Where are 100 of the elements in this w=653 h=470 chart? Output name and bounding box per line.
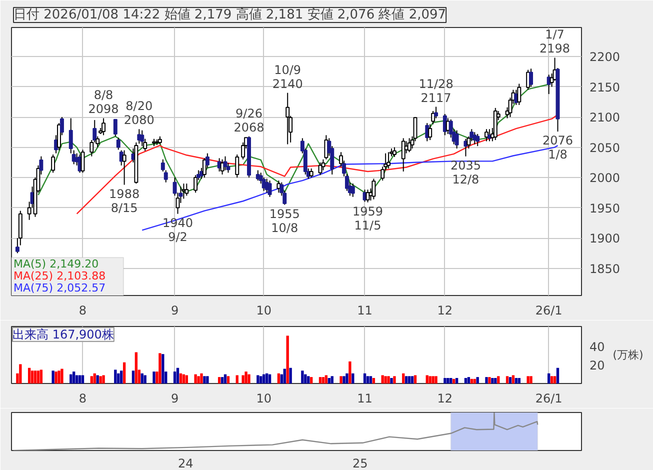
- bar: [176, 368, 180, 384]
- candlestick: [476, 133, 480, 147]
- y-tick-label: 2200: [590, 50, 620, 64]
- candlestick: [202, 158, 206, 178]
- bar: [120, 370, 123, 384]
- bar: [144, 375, 146, 384]
- bar: [324, 375, 328, 384]
- bar: [553, 376, 556, 384]
- bar: [242, 375, 244, 384]
- bar: [206, 376, 209, 384]
- x-tick-label: 10: [256, 392, 272, 406]
- bar: [96, 375, 99, 384]
- bar: [372, 378, 376, 384]
- x-tick-label: 26/1: [535, 304, 562, 318]
- x-tick-label: 9: [170, 392, 179, 406]
- bar: [132, 370, 135, 384]
- annotation: 9/26 2068: [234, 106, 264, 134]
- bar: [307, 376, 310, 384]
- bar: [197, 376, 200, 384]
- bar: [54, 372, 58, 384]
- bar: [366, 376, 370, 384]
- bar: [352, 373, 354, 384]
- bar: [363, 373, 366, 384]
- text: MA(75) 2,052.57: [14, 282, 106, 294]
- bar: [494, 378, 497, 384]
- bar: [58, 370, 60, 384]
- bar: [158, 353, 162, 384]
- bar: [402, 373, 405, 384]
- bar: [428, 376, 432, 384]
- bar: [322, 377, 325, 384]
- candlestick: [407, 138, 412, 153]
- y-tick-label: 2150: [590, 80, 620, 94]
- bar: [369, 376, 372, 384]
- y-tick-label: 2000: [590, 171, 620, 186]
- candlestick: [140, 130, 144, 147]
- bar: [304, 374, 307, 384]
- bar: [40, 370, 43, 384]
- candlestick: [116, 137, 120, 150]
- bar: [19, 364, 22, 384]
- bar: [162, 354, 164, 384]
- bar: [117, 373, 120, 384]
- text: MA(25) 2,103.88: [14, 270, 106, 282]
- annotation: 1959 11/5: [352, 204, 384, 232]
- annotation: 11/28 2117: [418, 76, 454, 105]
- candlestick: [122, 150, 126, 186]
- x-tick-label: 8: [78, 304, 87, 318]
- annotation: 1940 9/2: [162, 216, 194, 244]
- x-tick-label: 11: [357, 392, 372, 406]
- bar: [548, 373, 550, 384]
- y-tick-label: 1900: [590, 232, 620, 246]
- bar: [414, 375, 417, 384]
- candlestick: [309, 168, 314, 178]
- candlestick: [268, 180, 272, 198]
- candlestick: [517, 83, 522, 106]
- candlestick: [68, 118, 73, 154]
- bar: [508, 377, 512, 384]
- bar: [485, 377, 488, 384]
- bar: [182, 374, 186, 384]
- x-tick-label: 24: [178, 456, 194, 470]
- candlestick: [51, 154, 56, 174]
- candlestick: [401, 138, 406, 172]
- bar: [301, 370, 304, 384]
- y-axis-title: (万株): [612, 348, 644, 362]
- bar: [467, 377, 470, 384]
- candlestick: [431, 110, 436, 125]
- candlestick: [113, 118, 118, 137]
- annotation: 2035 12/8: [450, 158, 481, 186]
- bar: [34, 370, 37, 384]
- chart-title: 出来高 167,900株: [12, 328, 114, 342]
- bar: [512, 375, 515, 384]
- bar: [340, 376, 342, 384]
- candlestick: [182, 183, 186, 200]
- bar: [384, 376, 387, 384]
- bar: [134, 352, 138, 384]
- candlestick: [529, 68, 534, 88]
- bar: [286, 336, 289, 384]
- candlestick: [220, 158, 224, 176]
- bar: [328, 378, 330, 384]
- bar: [179, 373, 182, 384]
- candlestick: [286, 92, 290, 145]
- bar: [122, 362, 126, 384]
- bar: [426, 375, 428, 384]
- bar: [283, 368, 286, 384]
- candlestick: [102, 118, 106, 136]
- bar: [173, 372, 176, 384]
- x-tick-label: 8: [78, 392, 87, 406]
- bar: [152, 372, 156, 384]
- bar: [256, 375, 260, 384]
- bar: [93, 373, 96, 384]
- bar: [75, 375, 78, 384]
- bar: [405, 376, 408, 384]
- bar: [203, 376, 206, 384]
- bar: [348, 361, 352, 384]
- bar: [476, 377, 479, 384]
- y-tick-label: 1850: [590, 262, 620, 276]
- bar: [200, 373, 203, 384]
- bar: [387, 376, 390, 384]
- bar: [70, 374, 72, 384]
- bar: [450, 378, 452, 384]
- bar: [81, 375, 84, 384]
